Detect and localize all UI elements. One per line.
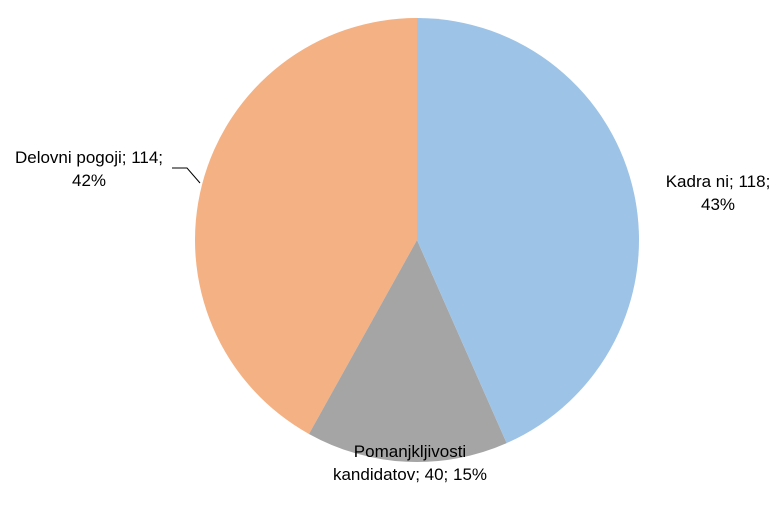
- pie-slice: [194, 18, 417, 434]
- data-label: Kadra ni; 118; 43%: [665, 172, 771, 214]
- pie-slice: [417, 18, 640, 444]
- pie-slice: [308, 240, 507, 463]
- leader-line: [172, 167, 201, 184]
- data-label: Pomanjkljivosti kandidatov; 40; 15%: [332, 442, 488, 484]
- data-label: Delovni pogoji; 114; 42%: [14, 148, 164, 190]
